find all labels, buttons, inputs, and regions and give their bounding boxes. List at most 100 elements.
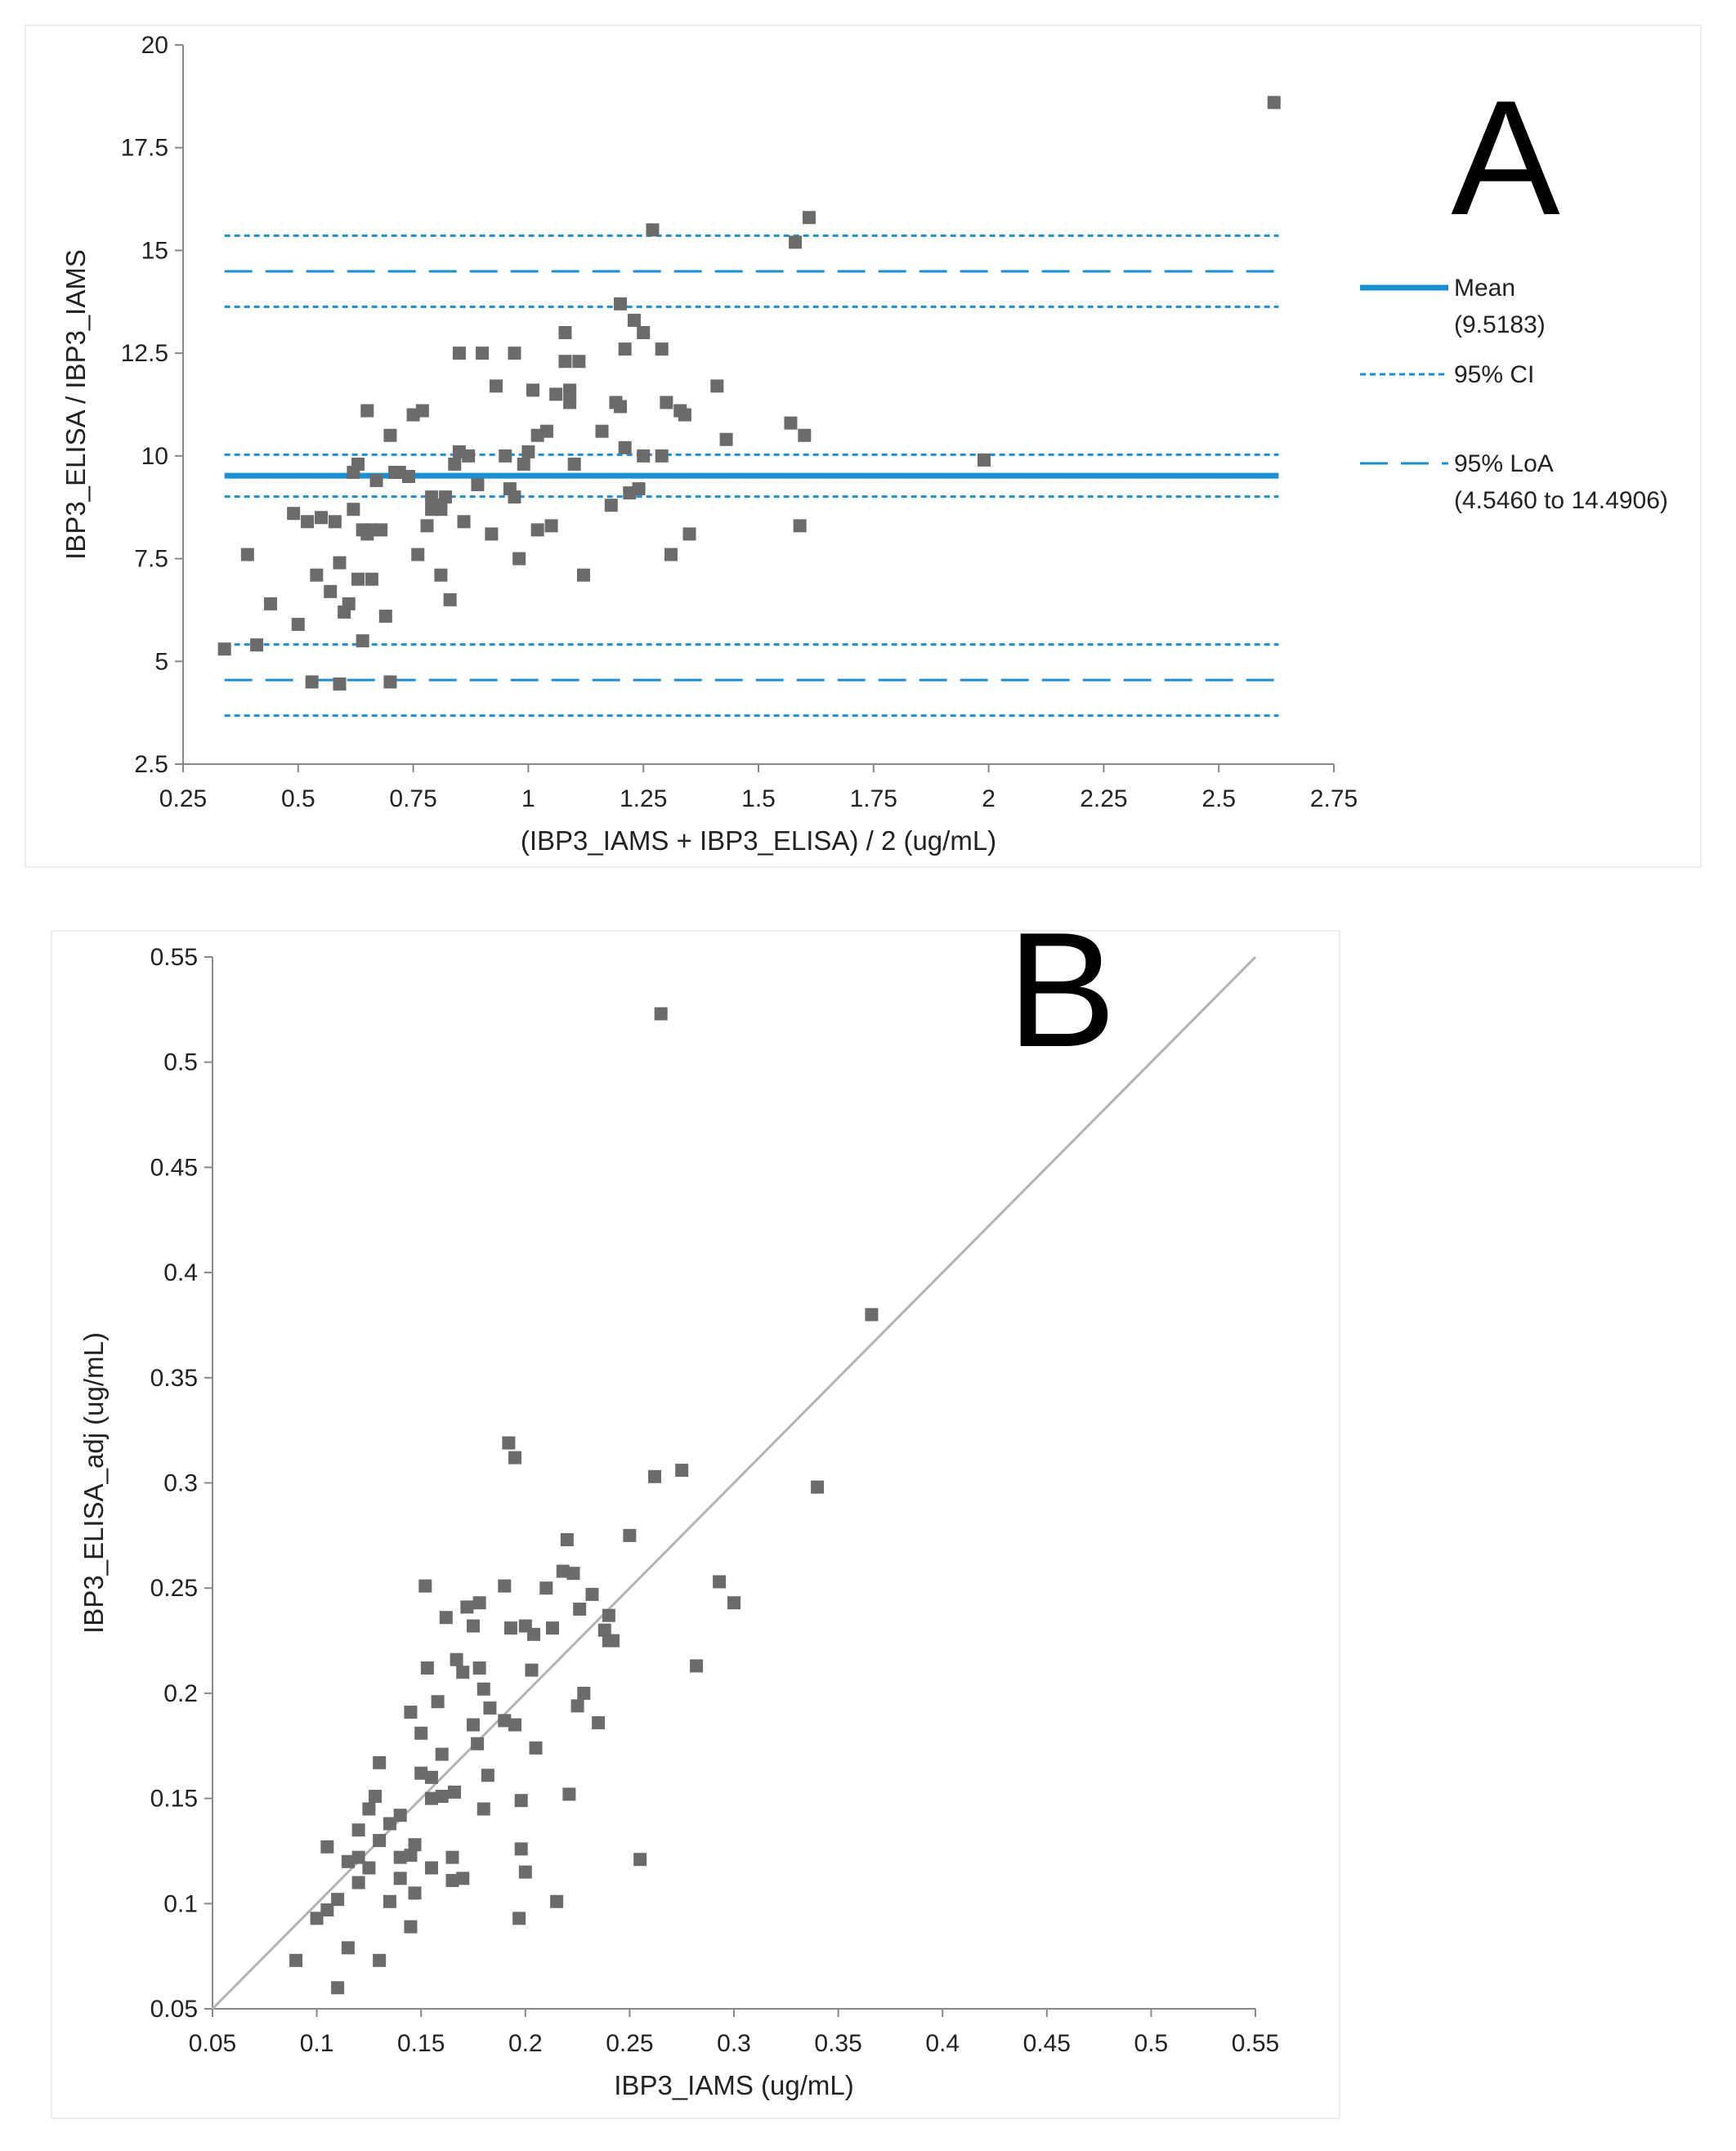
- x-axis-title: (IBP3_IAMS + IBP3_ELISA) / 2 (ug/mL): [521, 825, 996, 856]
- data-point: [351, 1850, 365, 1864]
- data-point: [331, 1981, 345, 1995]
- data-point: [798, 428, 812, 442]
- data-point: [572, 355, 586, 369]
- data-point: [508, 1718, 522, 1732]
- data-point: [675, 1464, 689, 1478]
- data-point: [544, 519, 558, 533]
- x-tick-label: 1.25: [620, 785, 667, 812]
- panel-b: 0.05 0.1 0.15 0.2 0.25 0.3 0.35 0.4 0.45 0.5 0.55 0…: [51, 899, 1340, 2119]
- x-tick-label: 0.35: [814, 2030, 861, 2057]
- data-point: [477, 1682, 490, 1696]
- data-point: [789, 235, 803, 249]
- x-tick-label: 0.2: [508, 2030, 543, 2057]
- data-point: [648, 1469, 662, 1483]
- data-point: [646, 223, 660, 237]
- data-point: [414, 1726, 428, 1740]
- x-tick-label: 2.5: [1201, 785, 1236, 812]
- legend-label: 95% LoA: [1454, 450, 1554, 477]
- data-point: [514, 1842, 528, 1856]
- y-tick-label: 0.1: [163, 1890, 198, 1917]
- data-point: [217, 642, 231, 656]
- data-point: [525, 1663, 539, 1677]
- panel-letter: B: [1007, 932, 1116, 1081]
- x-tick-label: 0.45: [1023, 2030, 1071, 2057]
- data-point: [556, 1564, 570, 1578]
- data-point: [448, 457, 462, 471]
- data-point: [713, 1575, 727, 1589]
- data-point: [462, 449, 476, 463]
- data-point: [562, 1787, 576, 1801]
- identity-line: [211, 955, 1257, 2010]
- data-point: [369, 1790, 383, 1804]
- data-point: [483, 1701, 497, 1715]
- data-point: [347, 503, 360, 517]
- data-point: [977, 453, 991, 467]
- data-point: [378, 609, 392, 623]
- legend-label: Mean: [1454, 275, 1515, 302]
- data-point: [518, 1865, 532, 1879]
- data-point: [333, 556, 347, 570]
- panel-letter: A: [1451, 67, 1560, 249]
- data-point: [443, 593, 457, 606]
- data-point: [654, 1007, 668, 1021]
- data-point: [414, 1766, 428, 1780]
- data-point: [450, 1652, 463, 1666]
- y-tick-label: 0.55: [150, 944, 198, 971]
- data-point: [472, 1661, 486, 1675]
- x-tick-label: 2.75: [1310, 785, 1358, 812]
- data-point: [424, 1861, 438, 1875]
- data-point: [811, 1480, 825, 1494]
- data-point: [404, 1849, 418, 1863]
- y-tick-label: 12.5: [121, 340, 168, 367]
- data-point: [393, 1809, 407, 1822]
- data-point: [356, 634, 369, 648]
- legend-sublabel: (4.5460 to 14.4906): [1454, 487, 1668, 514]
- data-point: [328, 515, 342, 529]
- data-point: [333, 677, 347, 691]
- data-point: [424, 1770, 438, 1784]
- data-point: [439, 490, 453, 504]
- data-point: [351, 1876, 365, 1889]
- data-point: [264, 597, 278, 610]
- x-tick-label: 0.15: [397, 2030, 445, 2057]
- data-point: [530, 523, 544, 537]
- data-point: [365, 572, 378, 586]
- data-point: [784, 416, 798, 430]
- data-point: [373, 1953, 387, 1967]
- data-point: [558, 326, 572, 339]
- correlation-chart: 0.05 0.1 0.15 0.2 0.25 0.3 0.35 0.4 0.45 0.5 0.55 0…: [78, 899, 1279, 2100]
- data-point: [549, 387, 563, 401]
- data-point: [727, 1596, 740, 1610]
- data-point: [373, 1834, 387, 1848]
- data-point: [435, 1790, 449, 1804]
- data-point: [637, 326, 651, 339]
- data-point: [360, 404, 374, 418]
- data-point: [369, 474, 383, 488]
- data-point: [606, 1634, 620, 1648]
- data-point: [521, 445, 535, 458]
- data-point: [393, 1850, 407, 1864]
- data-point: [514, 1794, 528, 1808]
- data-point: [802, 211, 816, 225]
- data-point: [503, 1621, 517, 1635]
- data-point: [529, 1741, 543, 1755]
- data-point: [793, 519, 807, 533]
- data-point: [633, 1853, 647, 1867]
- data-point: [445, 1850, 459, 1864]
- data-point: [539, 1581, 553, 1595]
- data-point: [602, 1608, 615, 1622]
- data-point: [320, 1903, 334, 1917]
- data-point: [632, 482, 646, 496]
- data-point: [682, 527, 696, 541]
- data-point: [560, 1532, 574, 1546]
- data-point: [404, 1706, 418, 1719]
- data-point: [710, 379, 724, 393]
- data-point: [481, 1769, 494, 1782]
- y-tick-label: 0.5: [163, 1049, 198, 1076]
- data-point: [614, 297, 628, 311]
- y-tick-label: 15: [141, 237, 168, 264]
- data-point: [566, 1567, 580, 1581]
- data-point: [637, 449, 651, 463]
- x-tick-label: 0.1: [300, 2030, 334, 2057]
- data-point: [567, 457, 581, 471]
